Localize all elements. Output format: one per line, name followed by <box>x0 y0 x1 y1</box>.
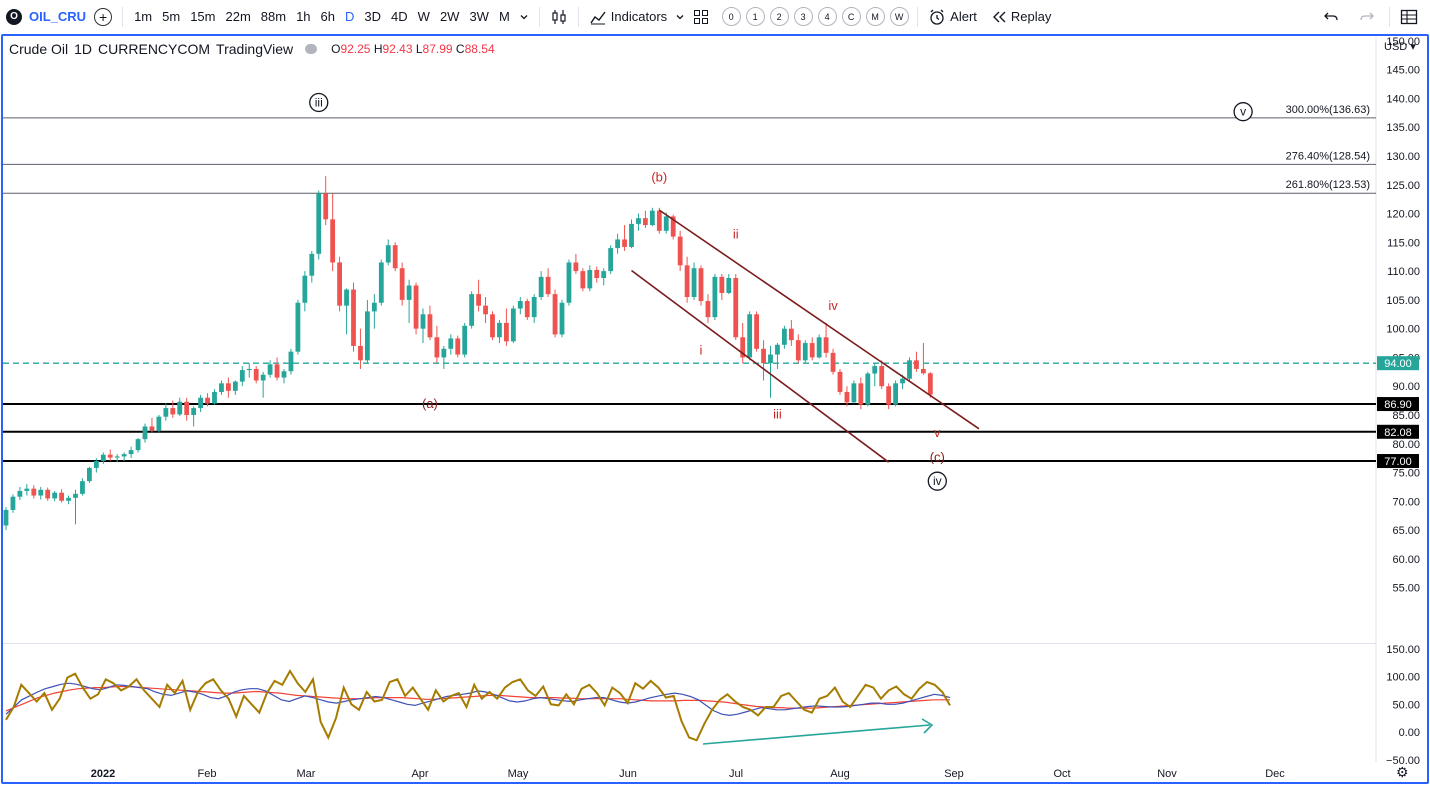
timeframe-w[interactable]: W <box>417 9 430 24</box>
indicators-label: Indicators <box>610 9 668 24</box>
rewind-icon <box>992 11 1006 22</box>
currency-selector[interactable]: USD ▾ <box>1384 41 1416 53</box>
plus-circle-icon: + <box>94 7 113 26</box>
chart-type-button[interactable] <box>546 0 572 33</box>
layouts-button[interactable] <box>689 0 713 33</box>
indicators-button[interactable]: Indicators <box>585 0 671 33</box>
add-symbol-button[interactable]: + <box>90 0 116 33</box>
exchange: CURRENCYCOM <box>98 41 211 57</box>
chart-settings-gear-icon[interactable]: ⚙ <box>1396 764 1409 780</box>
timeframe-m[interactable]: M <box>498 9 510 24</box>
timeframe-5m[interactable]: 5m <box>162 9 181 24</box>
chart-legend: Crude Oil 1D CURRENCYCOM TradingView O92… <box>9 41 495 57</box>
template-3-button[interactable]: 3 <box>793 7 813 26</box>
timeframe-1m[interactable]: 1m <box>134 9 153 24</box>
data-window-button[interactable] <box>1396 0 1422 33</box>
redo-icon <box>1360 12 1374 20</box>
low-value: 87.99 <box>422 42 453 56</box>
interval: 1D <box>74 41 93 57</box>
visibility-toggle-icon[interactable] <box>305 44 318 54</box>
template-2-button[interactable]: 2 <box>769 7 789 26</box>
timeframe-22m[interactable]: 22m <box>225 9 251 24</box>
timeframe-dropdown-chevron-down-icon[interactable] <box>515 0 533 33</box>
replay-button[interactable]: Replay <box>987 0 1055 33</box>
currency-chevron-down-icon: ▾ <box>1410 41 1416 53</box>
alarm-clock-icon <box>930 9 944 25</box>
timeframe-list: 1m 5m 15m 22m 88m 1h 6h D 3D 4D W 2W 3W M <box>129 0 515 33</box>
indicators-icon <box>590 11 606 24</box>
toolbar-divider <box>917 6 919 27</box>
toolbar-divider <box>122 6 124 27</box>
symbol-logo-icon: O <box>6 8 22 25</box>
ohlc-values: O92.25 H92.43 L87.99 C88.54 <box>331 42 495 56</box>
timeframe-d[interactable]: D <box>345 9 355 24</box>
grid-icon <box>694 9 709 24</box>
timeframe-3w[interactable]: 3W <box>469 9 489 24</box>
undo-icon <box>1324 12 1338 20</box>
chart-pane-frame <box>1 34 1429 784</box>
table-icon <box>1400 9 1418 24</box>
toolbar-divider <box>538 6 540 27</box>
template-c-button[interactable]: C <box>841 7 861 26</box>
timeframe-6h[interactable]: 6h <box>320 9 336 24</box>
replay-label: Replay <box>1010 9 1052 24</box>
timeframe-1h[interactable]: 1h <box>296 9 311 24</box>
alert-button[interactable]: Alert <box>924 0 981 33</box>
template-1-button[interactable]: 1 <box>745 7 765 26</box>
timeframe-4d[interactable]: 4D <box>391 9 408 24</box>
open-value: 92.25 <box>340 42 371 56</box>
alert-label: Alert <box>950 9 977 24</box>
template-0-button[interactable]: 0 <box>721 7 741 26</box>
timeframe-3d[interactable]: 3D <box>364 9 382 24</box>
symbol-search-button[interactable]: OIL_CRU <box>29 9 87 24</box>
template-m-button[interactable]: M <box>865 7 885 26</box>
instrument-name: Crude Oil <box>9 41 69 57</box>
timeframe-2w[interactable]: 2W <box>439 9 460 24</box>
toolbar-divider <box>1389 6 1390 27</box>
candles-icon <box>552 9 566 24</box>
top-toolbar: O OIL_CRU + 1m 5m 15m 22m 88m 1h 6h D 3D 4D W 2W 3W M… <box>0 0 1430 33</box>
indicators-chevron-down-icon[interactable] <box>671 0 689 33</box>
timeframe-88m[interactable]: 88m <box>260 9 287 24</box>
data-source: TradingView <box>216 41 294 57</box>
template-w-button[interactable]: W <box>889 7 909 26</box>
toolbar-divider <box>577 6 579 27</box>
redo-button[interactable] <box>1355 0 1379 33</box>
close-value: 88.54 <box>464 42 495 56</box>
high-value: 92.43 <box>382 42 413 56</box>
template-4-button[interactable]: 4 <box>817 7 837 26</box>
timeframe-15m[interactable]: 15m <box>190 9 216 24</box>
undo-button[interactable] <box>1319 0 1343 33</box>
